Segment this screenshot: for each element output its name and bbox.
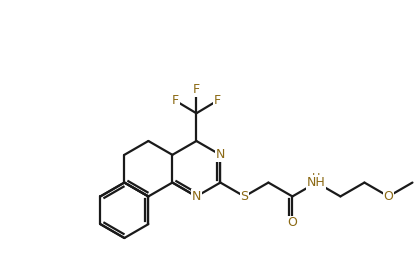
Text: NH: NH: [307, 176, 326, 189]
Text: N: N: [312, 176, 321, 189]
Text: O: O: [287, 216, 297, 229]
Text: N: N: [216, 148, 225, 161]
Text: N: N: [192, 190, 201, 203]
Text: F: F: [193, 83, 200, 96]
Text: F: F: [172, 94, 179, 107]
Text: O: O: [383, 190, 394, 203]
Text: F: F: [214, 94, 221, 107]
Text: S: S: [240, 190, 248, 203]
Text: H: H: [312, 173, 320, 182]
